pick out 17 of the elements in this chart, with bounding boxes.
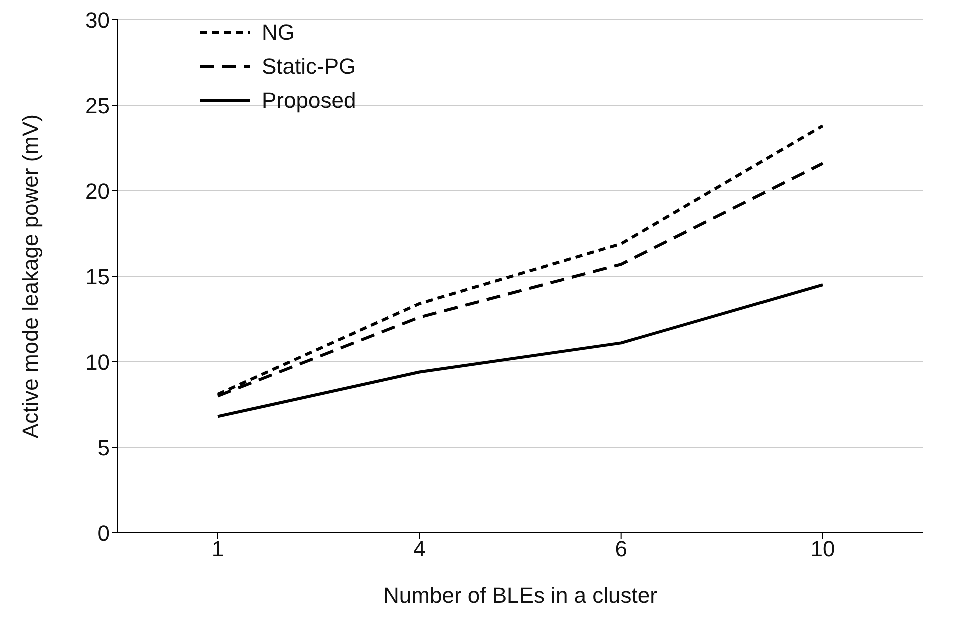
y-tick-label: 15	[86, 264, 110, 290]
x-tick-label: 1	[212, 536, 224, 562]
x-tick-label: 10	[810, 536, 836, 562]
y-tick-label: 5	[98, 435, 110, 460]
legend-label: NG	[262, 20, 295, 46]
x-tick-label: 6	[615, 536, 628, 562]
y-tick-label: 25	[86, 93, 110, 118]
y-tick-label: 20	[86, 178, 110, 204]
y-tick-label: 10	[86, 350, 110, 375]
x-axis-title: Number of BLEs in a cluster	[384, 583, 658, 608]
legend-label: Proposed	[262, 88, 356, 114]
legend-label: Static-PG	[262, 54, 356, 80]
y-axis-title: Active mode leakage power (mV)	[18, 114, 43, 439]
y-tick-label: 0	[98, 520, 110, 546]
y-tick-label: 30	[86, 8, 110, 33]
x-tick-label: 4	[414, 536, 426, 562]
line-series	[216, 284, 824, 418]
